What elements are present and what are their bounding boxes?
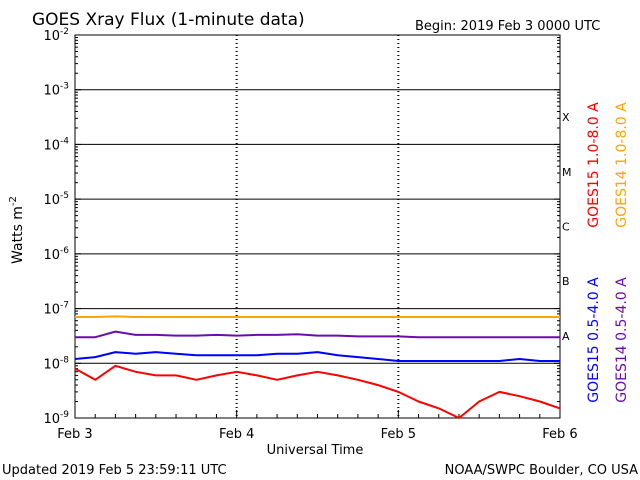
x-tick-label: Feb 6	[542, 427, 577, 442]
series-line-1	[74, 364, 561, 419]
begin-label: Begin: 2019 Feb 3 0000 UTC	[415, 19, 600, 34]
flare-class-label: C	[562, 221, 570, 234]
y-axis-label: Watts m-2	[8, 196, 26, 264]
legend-entry-4: GOES14 0.5-4.0 A	[614, 277, 630, 403]
y-tick-label: 10-9	[43, 410, 69, 427]
x-axis: Feb 3 Feb 4 Feb 5 Feb 6	[57, 410, 578, 442]
flare-class-label: M	[562, 166, 572, 179]
legend-entry-3: GOES15 0.5-4.0 A	[586, 277, 602, 403]
x-tick-label: Feb 4	[219, 427, 254, 442]
y-tick-label: 10-2	[43, 27, 69, 44]
series-layer	[74, 315, 561, 419]
chart-title: GOES Xray Flux (1-minute data)	[32, 10, 305, 30]
flare-class-label: X	[562, 111, 570, 124]
credit-text: NOAA/SWPC Boulder, CO USA	[445, 463, 638, 478]
series-line-4	[75, 330, 560, 339]
series-line-3	[74, 351, 560, 362]
legend: GOES15 1.0-8.0 A GOES14 1.0-8.0 A GOES15 0…	[586, 102, 630, 403]
y-tick-label: 10-4	[43, 136, 69, 153]
legend-entry-1: GOES15 1.0-8.0 A	[586, 102, 602, 228]
y-tick-label: 10-8	[43, 355, 69, 372]
y-axis: 10-9 10-8 10-7 10-6 10-5 10-4 10-3 10-2 A B C M X	[43, 27, 571, 427]
y-tick-label: 10-5	[43, 191, 69, 208]
x-tick-label: Feb 3	[57, 427, 92, 442]
y-tick-label: 10-3	[43, 82, 69, 99]
y-tick-label: 10-7	[43, 301, 69, 318]
x-axis-label: Universal Time	[267, 443, 364, 458]
series-line-2	[75, 315, 560, 318]
x-tick-label: Feb 5	[381, 427, 416, 442]
y-tick-label: 10-6	[43, 246, 69, 263]
legend-entry-2: GOES14 1.0-8.0 A	[614, 102, 630, 228]
flare-class-label: B	[562, 275, 570, 288]
updated-text: Updated 2019 Feb 5 23:59:11 UTC	[2, 463, 227, 478]
flare-class-label: A	[562, 330, 570, 343]
